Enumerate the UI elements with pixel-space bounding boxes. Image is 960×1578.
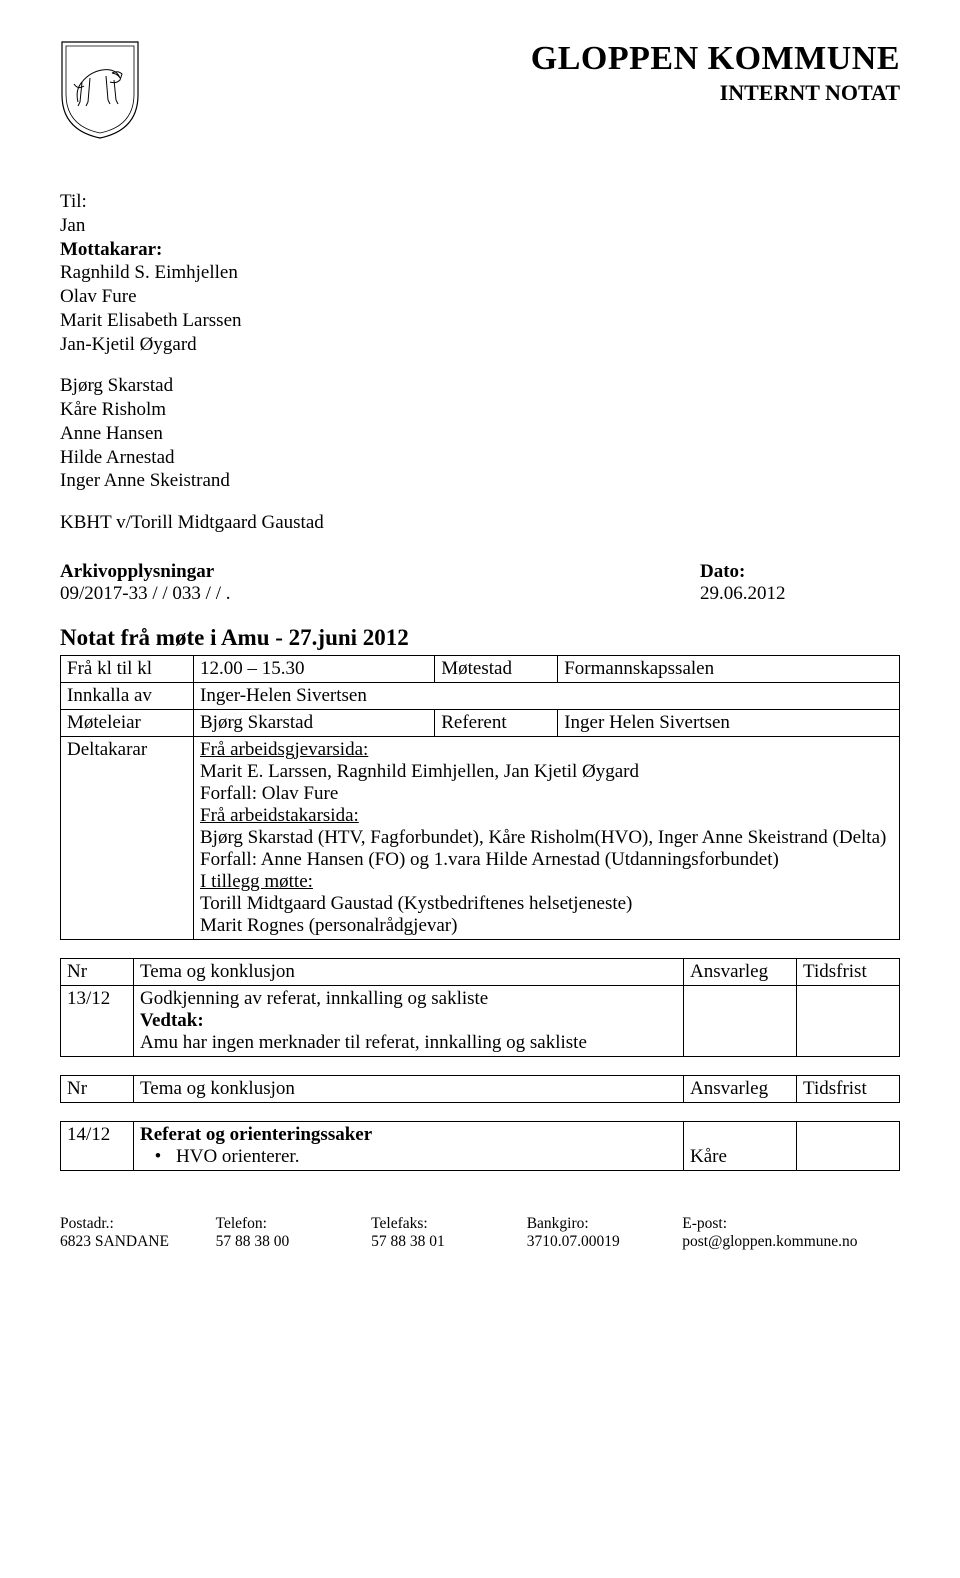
cell: Referent	[435, 709, 558, 736]
footer-label: Telefon:	[216, 1215, 372, 1233]
hdr-frist: Tidsfrist	[797, 958, 900, 985]
hdr-ansvar: Ansvarleg	[684, 1075, 797, 1102]
cell: Formannskapssalen	[558, 655, 900, 682]
recipient: Jan-Kjetil Øygard	[60, 333, 900, 357]
cell: Bjørg Skarstad	[194, 709, 435, 736]
cell: Inger Helen Sivertsen	[558, 709, 900, 736]
footer-value: 57 88 38 00	[216, 1233, 372, 1251]
til-block: Til: Jan Mottakarar: Ragnhild S. Eimhjel…	[60, 190, 900, 535]
footer-label: Telefaks:	[371, 1215, 527, 1233]
tema-table-3: 14/12 Referat og orienteringssaker • HVO…	[60, 1121, 900, 1171]
subhead: Frå arbeidsgjevarsida:	[200, 739, 368, 760]
cell: Møteleiar	[61, 709, 194, 736]
mottakarar-label: Mottakarar:	[60, 238, 900, 262]
recipient: Olav Fure	[60, 285, 900, 309]
table-row: 13/12 Godkjenning av referat, innkalling…	[61, 985, 900, 1056]
line: Torill Midtgaard Gaustad (Kystbedriftene…	[200, 893, 632, 914]
kbht-line: KBHT v/Torill Midtgaard Gaustad	[60, 511, 900, 535]
cell: 12.00 – 15.30	[194, 655, 435, 682]
tema-table-2: Nr Tema og konklusjon Ansvarleg Tidsfris…	[60, 1075, 900, 1103]
line: Amu har ingen merknader til referat, inn…	[140, 1032, 587, 1053]
til-label: Til:	[60, 190, 900, 214]
line: Marit Rognes (personalrådgjevar)	[200, 915, 457, 936]
table-row: Møteleiar Bjørg Skarstad Referent Inger …	[61, 709, 900, 736]
til-value: Jan	[60, 214, 900, 238]
table-row: 14/12 Referat og orienteringssaker • HVO…	[61, 1121, 900, 1170]
cell-nr: 13/12	[61, 985, 134, 1056]
line: Forfall: Olav Fure	[200, 783, 338, 804]
recipient: Inger Anne Skeistrand	[60, 469, 900, 493]
cell-ansvar	[684, 985, 797, 1056]
cell-frist	[797, 1121, 900, 1170]
subhead: I tillegg møtte:	[200, 871, 313, 892]
recipient: Marit Elisabeth Larssen	[60, 309, 900, 333]
footer-label: Bankgiro:	[527, 1215, 683, 1233]
hdr-ansvar: Ansvarleg	[684, 958, 797, 985]
cell: Møtestad	[435, 655, 558, 682]
table-row: Nr Tema og konklusjon Ansvarleg Tidsfris…	[61, 958, 900, 985]
recipient: Ragnhild S. Eimhjellen	[60, 261, 900, 285]
cell-nr: 14/12	[61, 1121, 134, 1170]
line: Forfall: Anne Hansen (FO) og 1.vara Hild…	[200, 849, 779, 870]
cell: Innkalla av	[61, 682, 194, 709]
org-title: GLOPPEN KOMMUNE	[140, 40, 900, 78]
footer-col: Telefaks: 57 88 38 01	[371, 1215, 527, 1251]
doc-type: INTERNT NOTAT	[140, 80, 900, 106]
cell: Frå kl til kl	[61, 655, 194, 682]
footer-value: 6823 SANDANE	[60, 1233, 216, 1251]
cell-ansvar: Kåre	[684, 1121, 797, 1170]
line: Godkjenning av referat, innkalling og sa…	[140, 988, 488, 1009]
footer-col: Telefon: 57 88 38 00	[216, 1215, 372, 1251]
cell-tema: Godkjenning av referat, innkalling og sa…	[134, 985, 684, 1056]
arkiv-value: 09/2017-33 / / 033 / / .	[60, 583, 230, 605]
hdr-frist: Tidsfrist	[797, 1075, 900, 1102]
bullet-row: • HVO orienterer.	[140, 1146, 677, 1168]
meeting-info-table: Frå kl til kl 12.00 – 15.30 Møtestad For…	[60, 655, 900, 940]
tema-table-1: Nr Tema og konklusjon Ansvarleg Tidsfris…	[60, 958, 900, 1057]
footer-label: E-post:	[682, 1215, 900, 1233]
document-page: GLOPPEN KOMMUNE INTERNT NOTAT Til: Jan M…	[0, 0, 960, 1281]
table-row: Frå kl til kl 12.00 – 15.30 Møtestad For…	[61, 655, 900, 682]
footer-col: Postadr.: 6823 SANDANE	[60, 1215, 216, 1251]
recipient: Kåre Risholm	[60, 398, 900, 422]
hdr-tema: Tema og konklusjon	[134, 1075, 684, 1102]
cell: Inger-Helen Sivertsen	[194, 682, 900, 709]
arkiv-row: Arkivopplysningar 09/2017-33 / / 033 / /…	[60, 561, 900, 605]
recipient: Bjørg Skarstad	[60, 374, 900, 398]
line: Referat og orienteringssaker	[140, 1124, 372, 1145]
recipient: Anne Hansen	[60, 422, 900, 446]
header-text: GLOPPEN KOMMUNE INTERNT NOTAT	[140, 40, 900, 106]
cell-tema: Referat og orienteringssaker • HVO orien…	[134, 1121, 684, 1170]
line: Marit E. Larssen, Ragnhild Eimhjellen, J…	[200, 761, 639, 782]
footer-value: 57 88 38 01	[371, 1233, 527, 1251]
cell-frist	[797, 985, 900, 1056]
footer-value: post@gloppen.kommune.no	[682, 1233, 900, 1251]
footer-col: Bankgiro: 3710.07.00019	[527, 1215, 683, 1251]
subhead: Frå arbeidstakarsida:	[200, 805, 359, 826]
recipient: Hilde Arnestad	[60, 446, 900, 470]
hdr-nr: Nr	[61, 1075, 134, 1102]
table-row: Innkalla av Inger-Helen Sivertsen	[61, 682, 900, 709]
vedtak-label: Vedtak:	[140, 1010, 204, 1031]
cell: Deltakarar	[61, 736, 194, 939]
header-row: GLOPPEN KOMMUNE INTERNT NOTAT	[60, 40, 900, 140]
arkiv-label: Arkivopplysningar	[60, 561, 230, 583]
municipal-crest-icon	[60, 40, 140, 140]
table-row: Deltakarar Frå arbeidsgjevarsida: Marit …	[61, 736, 900, 939]
footer-label: Postadr.:	[60, 1215, 216, 1233]
bullet-text: HVO orienterer.	[176, 1146, 299, 1168]
table-row: Nr Tema og konklusjon Ansvarleg Tidsfris…	[61, 1075, 900, 1102]
footer: Postadr.: 6823 SANDANE Telefon: 57 88 38…	[60, 1211, 900, 1251]
footer-value: 3710.07.00019	[527, 1233, 683, 1251]
dato-value: 29.06.2012	[700, 583, 900, 605]
hdr-nr: Nr	[61, 958, 134, 985]
hdr-tema: Tema og konklusjon	[134, 958, 684, 985]
line: Bjørg Skarstad (HTV, Fagforbundet), Kåre…	[200, 827, 886, 848]
dato-label: Dato:	[700, 561, 900, 583]
cell-deltakarar: Frå arbeidsgjevarsida: Marit E. Larssen,…	[194, 736, 900, 939]
footer-col: E-post: post@gloppen.kommune.no	[682, 1215, 900, 1251]
notat-title: Notat frå møte i Amu - 27.juni 2012	[60, 625, 900, 651]
bullet-icon: •	[140, 1146, 176, 1168]
